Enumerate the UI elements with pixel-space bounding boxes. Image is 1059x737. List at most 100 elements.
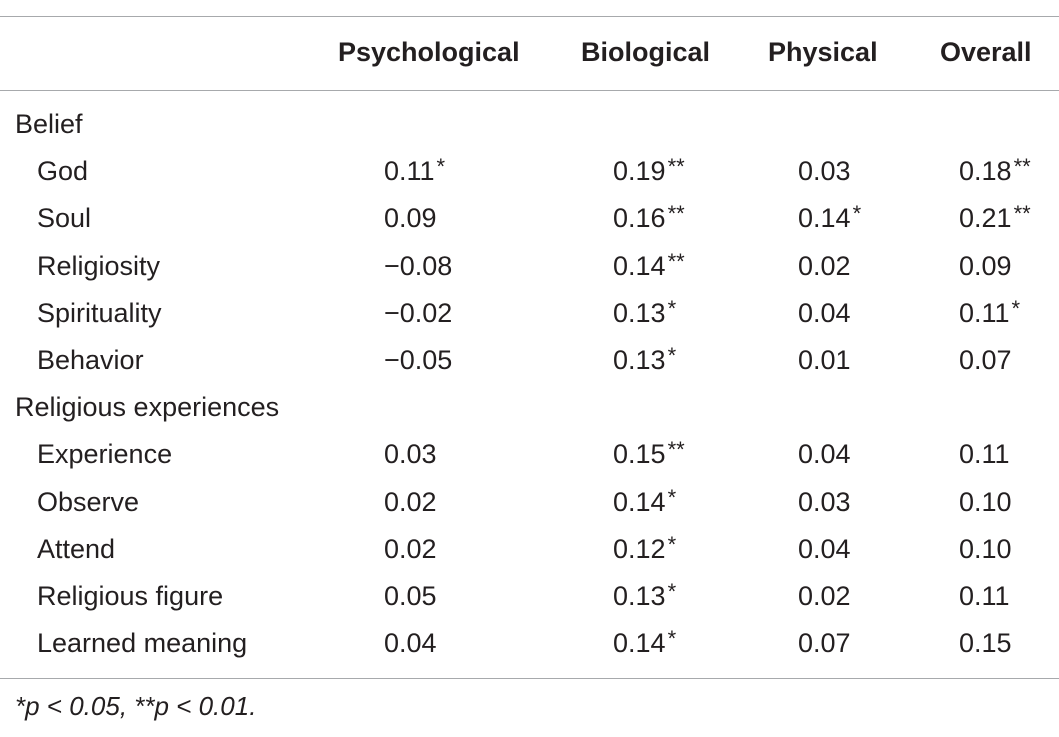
cell-value: 0.03 xyxy=(798,486,851,517)
cell-value: 0.11 xyxy=(959,581,1010,611)
significance-marker: ** xyxy=(1013,201,1031,227)
value-cell: −0.05 xyxy=(384,337,454,384)
cell-value: 0.04 xyxy=(798,533,851,564)
value-cell: 0.07 xyxy=(959,337,1014,384)
section-label: Religious experiences xyxy=(15,392,280,423)
significance-marker: * xyxy=(436,154,446,180)
cell-value: 0.09 xyxy=(959,250,1012,281)
value-cell: 0.03 xyxy=(384,431,439,478)
significance-marker: ** xyxy=(667,437,685,463)
cell-value: 0.16 xyxy=(613,203,666,234)
value-cell: 0.10 xyxy=(959,479,1014,526)
cell-value: 0.10 xyxy=(959,533,1012,564)
cell-value: 0.14 xyxy=(798,203,851,234)
table-row: Observe 0.02 0.14* 0.03 0.10 xyxy=(0,479,1059,526)
value-cell: 0.13* xyxy=(613,290,676,337)
table-row: Behavior −0.05 0.13* 0.01 0.07 xyxy=(0,337,1059,384)
significance-marker: ** xyxy=(667,154,685,180)
value-cell: 0.02 xyxy=(384,526,439,573)
cell-value: 0.21 xyxy=(959,203,1012,234)
value-cell: 0.11 xyxy=(959,431,1012,478)
significance-marker: ** xyxy=(667,201,685,227)
value-cell: 0.02 xyxy=(384,479,439,526)
row-label: Spirituality xyxy=(37,297,162,328)
header-biological: Biological xyxy=(581,37,711,67)
value-cell: 0.19** xyxy=(613,148,685,195)
cell-value: 0.04 xyxy=(384,628,437,659)
significance-marker: * xyxy=(667,531,677,557)
significance-marker: * xyxy=(667,579,677,604)
value-cell: 0.11* xyxy=(384,148,445,195)
row-label: Observe xyxy=(37,486,140,517)
significance-marker: * xyxy=(667,295,677,321)
cell-value: −0.02 xyxy=(384,297,453,328)
header-physical: Physical xyxy=(768,37,878,67)
cell-value: 0.13 xyxy=(613,297,666,328)
header-rule xyxy=(0,90,1059,91)
cell-value: 0.07 xyxy=(959,345,1012,375)
cell-value: 0.01 xyxy=(798,345,851,375)
value-cell: 0.14* xyxy=(613,620,676,667)
significance-marker: * xyxy=(1011,295,1021,321)
table-row: Religiosity −0.08 0.14** 0.02 0.09 xyxy=(0,243,1059,290)
value-cell: 0.02 xyxy=(798,573,853,620)
table-row: Learned meaning 0.04 0.14* 0.07 0.15 xyxy=(0,620,1059,667)
significance-marker: * xyxy=(667,343,677,368)
value-cell: 0.09 xyxy=(959,243,1014,290)
value-cell: 0.03 xyxy=(798,479,853,526)
cell-value: 0.03 xyxy=(384,439,437,470)
value-cell: 0.04 xyxy=(798,431,853,478)
table-footnote: *p < 0.05, **p < 0.01. xyxy=(15,691,257,721)
cell-value: 0.03 xyxy=(798,156,851,187)
significance-marker: * xyxy=(852,201,862,227)
value-cell: 0.15 xyxy=(959,620,1014,667)
row-label: God xyxy=(37,156,89,187)
header-psychological: Psychological xyxy=(338,37,520,67)
row-label: Soul xyxy=(37,203,92,234)
value-cell: 0.11* xyxy=(959,290,1020,337)
header-overall: Overall xyxy=(940,37,1032,67)
value-cell: 0.16** xyxy=(613,195,685,242)
value-cell: 0.05 xyxy=(384,573,439,620)
section-label: Belief xyxy=(15,109,83,139)
value-cell: 0.18** xyxy=(959,148,1031,195)
cell-value: 0.15 xyxy=(959,628,1012,659)
cell-value: 0.07 xyxy=(798,628,851,659)
cell-value: 0.12 xyxy=(613,533,666,564)
value-cell: 0.03 xyxy=(798,148,853,195)
row-label: Attend xyxy=(37,533,116,564)
row-label: Religious figure xyxy=(37,581,224,611)
table-row: Soul 0.09 0.16** 0.14* 0.21** xyxy=(0,195,1059,242)
cell-value: 0.11 xyxy=(384,156,435,187)
cell-value: 0.19 xyxy=(613,156,666,187)
value-cell: 0.04 xyxy=(798,290,853,337)
cell-value: 0.02 xyxy=(798,581,851,611)
value-cell: 0.21** xyxy=(959,195,1031,242)
cell-value: 0.10 xyxy=(959,486,1012,517)
row-label: Religiosity xyxy=(37,250,161,281)
table-row: Spirituality −0.02 0.13* 0.04 0.11* xyxy=(0,290,1059,337)
value-cell: 0.02 xyxy=(798,243,853,290)
value-cell: 0.14* xyxy=(798,195,861,242)
value-cell: 0.10 xyxy=(959,526,1014,573)
value-cell: 0.07 xyxy=(798,620,853,667)
cell-value: 0.14 xyxy=(613,486,666,517)
significance-marker: * xyxy=(667,626,677,652)
cell-value: 0.13 xyxy=(613,345,666,375)
cell-value: 0.14 xyxy=(613,250,666,281)
cell-value: 0.02 xyxy=(384,533,437,564)
value-cell: 0.15** xyxy=(613,431,685,478)
row-label: Behavior xyxy=(37,345,144,375)
value-cell: 0.13* xyxy=(613,337,676,384)
bottom-rule xyxy=(0,678,1059,679)
value-cell: 0.04 xyxy=(384,620,439,667)
table-row: God 0.11* 0.19** 0.03 0.18** xyxy=(0,148,1059,195)
cell-value: 0.18 xyxy=(959,156,1012,187)
top-rule xyxy=(0,16,1059,17)
value-cell: 0.14** xyxy=(613,243,685,290)
cell-value: 0.13 xyxy=(613,581,666,611)
cell-value: 0.04 xyxy=(798,297,851,328)
cell-value: 0.02 xyxy=(798,250,851,281)
cell-value: 0.15 xyxy=(613,439,666,470)
value-cell: 0.13* xyxy=(613,573,676,620)
